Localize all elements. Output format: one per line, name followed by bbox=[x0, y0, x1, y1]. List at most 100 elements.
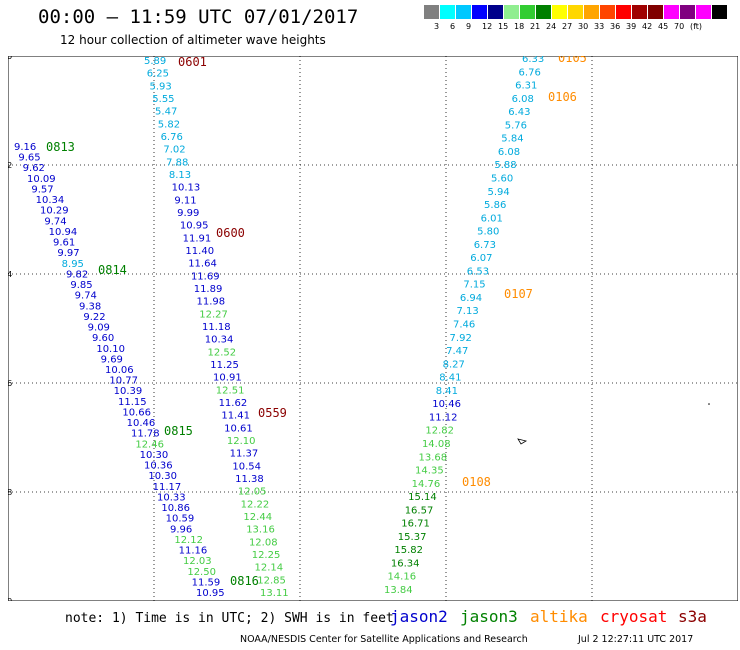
scale-label: 36 bbox=[610, 22, 621, 31]
footer-generated-time: Jul 2 12:27:11 UTC 2017 bbox=[578, 634, 694, 645]
track-right-value: 6.73 bbox=[474, 240, 496, 251]
scale-label: 27 bbox=[562, 22, 573, 31]
track-right-value: 5.76 bbox=[505, 120, 527, 131]
track-left-value: 10.09 bbox=[27, 174, 56, 185]
track-right-value: 5.86 bbox=[484, 200, 506, 211]
track-middle-value: 10.13 bbox=[172, 183, 201, 194]
track-left-value: 9.74 bbox=[44, 216, 66, 227]
track-right-value: 6.08 bbox=[498, 147, 520, 158]
track-right-value: 7.92 bbox=[450, 333, 472, 344]
track-left-value: 11.59 bbox=[192, 577, 221, 588]
track-right-value: 15.82 bbox=[394, 545, 423, 556]
track-left-value: 10.66 bbox=[122, 407, 151, 418]
legend-s3a: s3a bbox=[678, 607, 707, 626]
scale-swatch bbox=[680, 5, 696, 19]
time-tag: 0108 bbox=[462, 475, 491, 489]
track-middle-value: 10.95 bbox=[180, 221, 209, 232]
track-left-value: 9.65 bbox=[18, 153, 40, 164]
scale-label: (ft) bbox=[690, 22, 703, 31]
track-right-value: 6.43 bbox=[508, 107, 530, 118]
track-left-value: 10.30 bbox=[148, 471, 177, 482]
time-tag: 0601 bbox=[178, 56, 207, 69]
track-right-value: 5.84 bbox=[501, 134, 523, 145]
scale-swatch bbox=[584, 5, 600, 19]
legend-altika: altika bbox=[530, 607, 588, 626]
track-right-value: 14.16 bbox=[387, 572, 416, 583]
track-middle-value: 11.64 bbox=[188, 259, 217, 270]
track-middle-value: 13.11 bbox=[260, 588, 289, 599]
track-right-value: 6.07 bbox=[470, 253, 492, 264]
time-tag: 0107 bbox=[504, 287, 533, 301]
scale-label: 39 bbox=[626, 22, 637, 31]
latitude-label: 24 bbox=[8, 270, 12, 279]
legend-cryosat: cryosat bbox=[600, 607, 668, 626]
track-middle-value: 11.38 bbox=[235, 474, 264, 485]
time-tag: 0814 bbox=[98, 263, 127, 277]
track-left-value: 10.36 bbox=[144, 461, 173, 472]
scale-label: 70 bbox=[674, 22, 685, 31]
track-right-value: 14.76 bbox=[412, 479, 441, 490]
scale-swatch bbox=[504, 5, 520, 19]
track-middle-value: 7.88 bbox=[166, 157, 188, 168]
track-right-value: 6.31 bbox=[515, 81, 537, 92]
track-right-value: 5.88 bbox=[494, 160, 516, 171]
track-left-value: 10.46 bbox=[127, 418, 156, 429]
legend-jason2: jason2 bbox=[390, 607, 448, 626]
track-left-value: 9.61 bbox=[53, 238, 75, 249]
track-left-value: 12.50 bbox=[187, 567, 216, 578]
track-middle-value: 12.52 bbox=[208, 347, 237, 358]
track-right-value: 6.94 bbox=[460, 293, 482, 304]
track-middle-value: 6.76 bbox=[161, 132, 183, 143]
track-left-value: 10.94 bbox=[49, 227, 78, 238]
track-middle-value: 11.98 bbox=[196, 297, 225, 308]
track-right-value: 11.12 bbox=[429, 412, 458, 423]
track-middle-value: 12.25 bbox=[252, 550, 281, 561]
scale-label: 18 bbox=[514, 22, 525, 31]
map-frame bbox=[8, 56, 738, 601]
scale-swatch bbox=[664, 5, 680, 19]
track-middle-value: 12.85 bbox=[257, 575, 286, 586]
track-left-value: 9.57 bbox=[31, 184, 53, 195]
island-dot bbox=[708, 403, 710, 405]
track-left-value: 10.34 bbox=[36, 195, 65, 206]
track-left-value: 9.62 bbox=[23, 163, 45, 174]
track-right-value: 10.46 bbox=[432, 399, 461, 410]
time-tag: 0559 bbox=[258, 406, 287, 420]
track-middle-value: 7.02 bbox=[163, 145, 185, 156]
wave-height-color-scale bbox=[424, 5, 728, 19]
track-right-value: 13.68 bbox=[419, 452, 448, 463]
latitude-label: 26 bbox=[8, 379, 12, 388]
track-right-value: 13.84 bbox=[384, 585, 413, 596]
track-left-value: 8.95 bbox=[62, 259, 84, 270]
track-right-value: 6.76 bbox=[519, 67, 541, 78]
track-right-value: 8.41 bbox=[439, 373, 461, 384]
track-middle-value: 12.51 bbox=[216, 385, 245, 396]
scale-swatch bbox=[600, 5, 616, 19]
track-left-value: 11.17 bbox=[153, 482, 182, 493]
page-subtitle: 12 hour collection of altimeter wave hei… bbox=[60, 33, 326, 47]
time-tag: 0106 bbox=[548, 90, 577, 104]
scale-swatch bbox=[696, 5, 712, 19]
track-middle-value: 11.91 bbox=[183, 233, 212, 244]
track-right-value: 7.15 bbox=[463, 280, 485, 291]
track-left-value: 10.30 bbox=[140, 450, 169, 461]
track-left-value: 10.59 bbox=[166, 514, 195, 525]
track-middle-value: 5.47 bbox=[155, 107, 177, 118]
scale-label: 21 bbox=[530, 22, 541, 31]
track-left-value: 9.60 bbox=[92, 333, 114, 344]
track-left-value: 9.74 bbox=[75, 291, 97, 302]
scale-swatch bbox=[440, 5, 456, 19]
track-left-value: 11.15 bbox=[118, 397, 147, 408]
track-middle-value: 13.16 bbox=[246, 525, 275, 536]
track-left-value: 9.97 bbox=[57, 248, 79, 259]
scale-label: 24 bbox=[546, 22, 557, 31]
scale-swatch bbox=[456, 5, 472, 19]
scale-label: 9 bbox=[466, 22, 472, 31]
track-middle-value: 12.22 bbox=[241, 499, 270, 510]
track-left-value: 12.03 bbox=[183, 556, 212, 567]
track-left-value: 9.85 bbox=[70, 280, 92, 291]
track-middle-value: 10.54 bbox=[232, 461, 261, 472]
track-right-value: 7.47 bbox=[446, 346, 468, 357]
track-middle-value: 9.11 bbox=[174, 195, 196, 206]
track-left-value: 10.95 bbox=[196, 588, 225, 599]
